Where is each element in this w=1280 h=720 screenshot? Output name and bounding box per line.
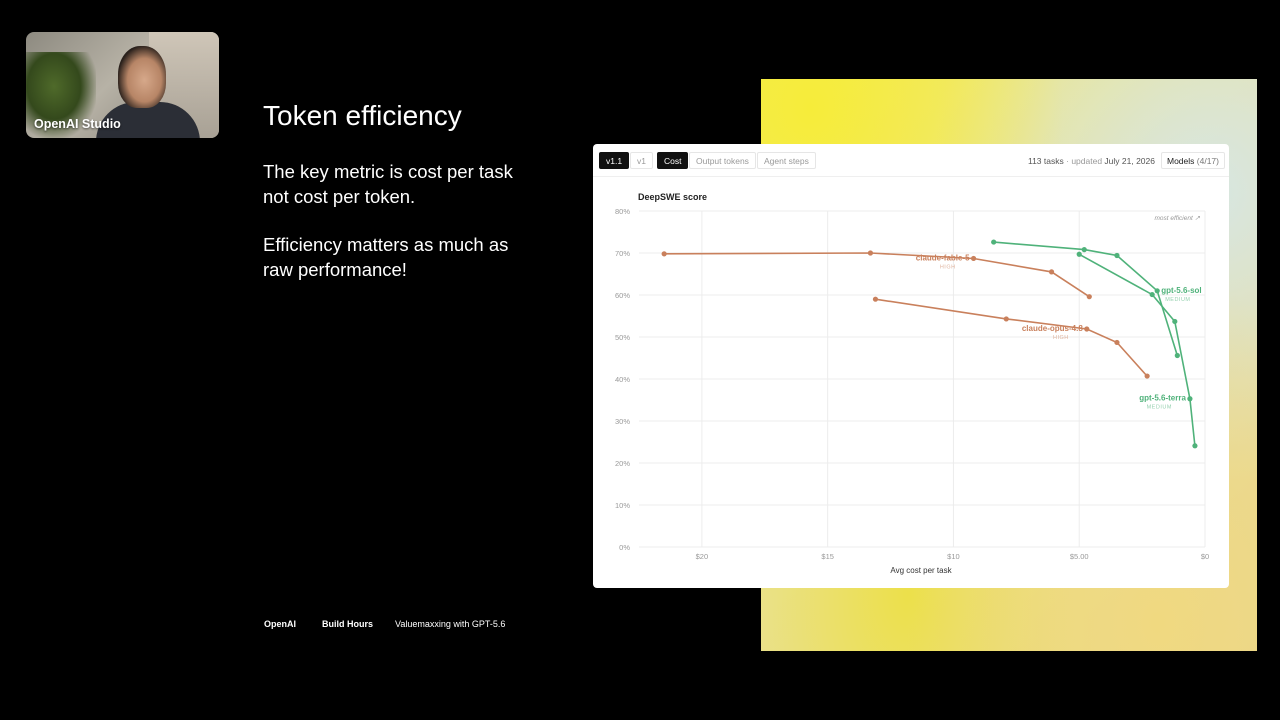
y-tick-label: 0% <box>619 543 630 552</box>
slide-paragraph-2: Efficiency matters as much as raw perfor… <box>263 233 583 282</box>
x-tick-label: $5.00 <box>1070 552 1089 561</box>
data-point <box>1174 352 1180 359</box>
data-point <box>1081 247 1087 253</box>
models-count: (4/17) <box>1196 156 1219 166</box>
task-count: 113 tasks <box>1027 156 1064 166</box>
webcam-feed: OpenAI Studio <box>26 32 219 138</box>
series-line <box>875 298 1148 377</box>
series-line <box>993 241 1179 356</box>
tab-agent-steps[interactable]: Agent steps <box>757 152 816 169</box>
y-tick-label: 40% <box>615 375 630 384</box>
y-tick-label: 20% <box>615 459 630 468</box>
presenter-head <box>118 46 166 108</box>
chart-grid: 80% 70% 60% 50% 40% 30% 20% 10% 0% $20 $15 $10 $5.00… <box>615 207 1209 561</box>
tab-version-v1-1[interactable]: v1.1 <box>599 152 630 169</box>
deepswe-cost-chart: DeepSWE score most efficient ↗ Avg cost … <box>615 192 1209 575</box>
data-point <box>1003 316 1009 322</box>
models-filter-button[interactable]: Models (4/17) <box>1161 152 1225 169</box>
dataset-meta: 113 tasks · updated July 21, 2026 <box>1028 156 1155 166</box>
data-point <box>1172 318 1178 325</box>
series-line <box>664 252 1090 298</box>
data-point <box>1048 269 1055 275</box>
chart-toolbar: v1.1 v1 Cost Output tokens Agent steps 1… <box>599 152 1225 170</box>
webcam-label: OpenAI Studio <box>34 117 121 131</box>
data-point <box>872 296 879 302</box>
webcam-plant <box>26 52 96 138</box>
footer-episode: Valuemaxxing with GPT-5.6 <box>395 619 506 629</box>
x-axis-label: Avg cost per task <box>890 566 952 575</box>
series-label: claude-fable-5 <box>916 253 970 262</box>
series-sublabel: MEDIUM <box>1147 405 1172 411</box>
data-point <box>867 250 874 256</box>
x-tick-label: $0 <box>1201 552 1209 561</box>
tab-cost[interactable]: Cost <box>657 152 689 169</box>
data-point <box>1187 396 1193 402</box>
y-tick-label: 70% <box>615 249 630 258</box>
x-tick-label: $10 <box>947 552 960 561</box>
series-label: gpt-5.6-sol <box>1161 286 1201 295</box>
series-sublabel: HIGH <box>1053 335 1069 341</box>
tab-output-tokens[interactable]: Output tokens <box>689 152 756 169</box>
chart-card: v1.1 v1 Cost Output tokens Agent steps 1… <box>593 144 1229 588</box>
updated-prefix: · updated <box>1066 156 1103 166</box>
models-label: Models <box>1167 156 1195 166</box>
tab-version-v1[interactable]: v1 <box>630 152 653 169</box>
data-point <box>991 239 997 245</box>
series-line <box>1078 253 1196 446</box>
data-point <box>1192 443 1198 449</box>
y-tick-label: 60% <box>615 291 630 300</box>
chart-title: DeepSWE score <box>638 192 707 202</box>
data-point <box>1114 252 1120 259</box>
slide-line: Efficiency matters as much as <box>263 234 509 255</box>
footer-brand: OpenAI <box>264 619 297 629</box>
y-tick-label: 30% <box>615 417 630 426</box>
data-point <box>1086 294 1092 300</box>
slide-line: raw performance! <box>263 258 407 280</box>
y-tick-label: 50% <box>615 333 630 342</box>
updated-date: July 21, 2026 <box>1104 156 1155 166</box>
series-sublabel: HIGH <box>940 264 956 270</box>
series-sublabel: MEDIUM <box>1165 297 1190 303</box>
x-tick-label: $15 <box>821 552 834 561</box>
most-efficient-annotation: most efficient ↗ <box>1154 215 1200 222</box>
data-point <box>1114 339 1120 346</box>
slide-title: Token efficiency <box>263 100 462 131</box>
slide-line: not cost per token. <box>263 185 416 207</box>
slide-body: The key metric is cost per task not cost… <box>263 160 583 306</box>
slide-paragraph-1: The key metric is cost per task not cost… <box>263 160 583 209</box>
x-tick-label: $20 <box>696 552 709 561</box>
data-point <box>970 255 977 262</box>
y-tick-label: 80% <box>615 207 630 216</box>
footer-series: Build Hours <box>322 619 373 629</box>
chart-series: claude-fable-5 HIGH claude-opus-4.8 HIGH gpt… <box>661 239 1202 449</box>
series-label: gpt-5.6-terra <box>1139 394 1186 403</box>
data-point <box>661 251 667 257</box>
data-point <box>1149 291 1155 298</box>
data-point <box>1076 251 1082 257</box>
toolbar-divider <box>593 176 1229 177</box>
series-label: claude-opus-4.8 <box>1022 324 1083 333</box>
slide-line: The key metric is cost per task <box>263 161 513 182</box>
data-point <box>1144 373 1150 379</box>
data-point <box>1084 326 1090 332</box>
data-point <box>1154 288 1160 294</box>
y-tick-label: 10% <box>615 501 630 510</box>
